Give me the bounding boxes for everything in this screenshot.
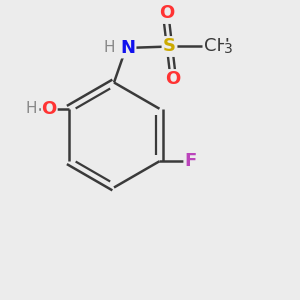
Text: H: H [104, 40, 115, 56]
Text: O: O [159, 4, 174, 22]
Text: N: N [120, 39, 135, 57]
Text: S: S [163, 38, 176, 56]
Text: O: O [41, 100, 57, 118]
Text: H: H [26, 101, 37, 116]
Text: 3: 3 [224, 42, 233, 56]
Text: CH: CH [204, 38, 230, 56]
Text: O: O [165, 70, 180, 88]
Text: F: F [185, 152, 197, 170]
